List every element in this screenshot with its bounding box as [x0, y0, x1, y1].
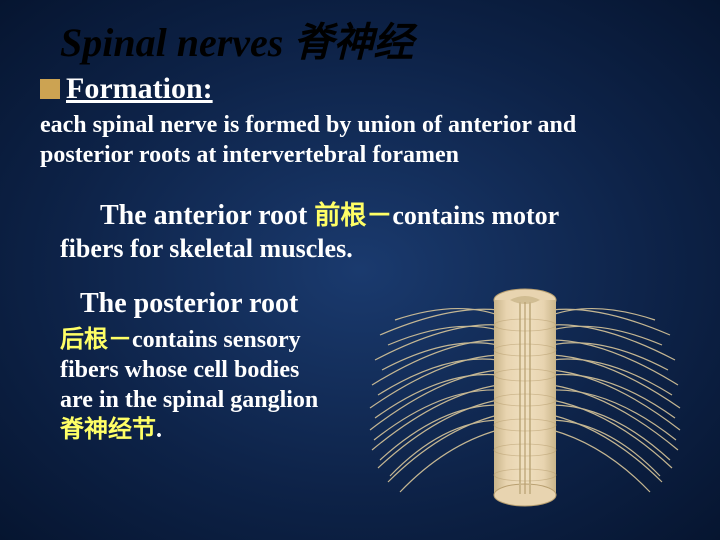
title-en: Spinal nerves: [60, 20, 293, 65]
formation-bullet-row: Formation:: [40, 72, 213, 106]
anterior-rest1: contains motor: [392, 201, 559, 230]
posterior-rest3: are in the spinal ganglion: [60, 387, 318, 413]
spinal-cord-column: [494, 289, 556, 506]
title-cn: 脊神经: [293, 20, 413, 65]
anterior-root-block: The anterior root 前根－contains motor fibe…: [60, 198, 690, 266]
posterior-root-block: 后根－contains sensory fibers whose cell bo…: [60, 325, 360, 445]
ganglion-period: .: [156, 417, 162, 443]
posterior-heading: The posterior root: [80, 288, 298, 320]
anterior-rest2: fibers for skeletal muscles.: [60, 234, 353, 263]
roots-right: [552, 309, 680, 492]
anterior-cn: 前根－: [314, 201, 392, 230]
posterior-rest1: contains sensory: [132, 327, 301, 353]
slide-title: Spinal nerves 脊神经: [60, 10, 413, 68]
posterior-cn: 后根－: [60, 327, 132, 353]
formation-description: each spinal nerve is formed by union of …: [40, 110, 690, 170]
anterior-label: The anterior root: [100, 200, 314, 231]
formation-line2: posterior roots at intervertebral forame…: [40, 142, 459, 168]
formation-label: Formation:: [66, 72, 213, 106]
roots-left: [370, 309, 498, 492]
spinal-cord-diagram: [360, 280, 690, 510]
bullet-square-icon: [40, 79, 60, 99]
slide: Spinal nerves 脊神经 Formation: each spinal…: [0, 0, 720, 540]
ganglion-cn: 脊神经节: [60, 417, 156, 443]
formation-line1: each spinal nerve is formed by union of …: [40, 112, 576, 138]
posterior-rest2: fibers whose cell bodies: [60, 357, 299, 383]
